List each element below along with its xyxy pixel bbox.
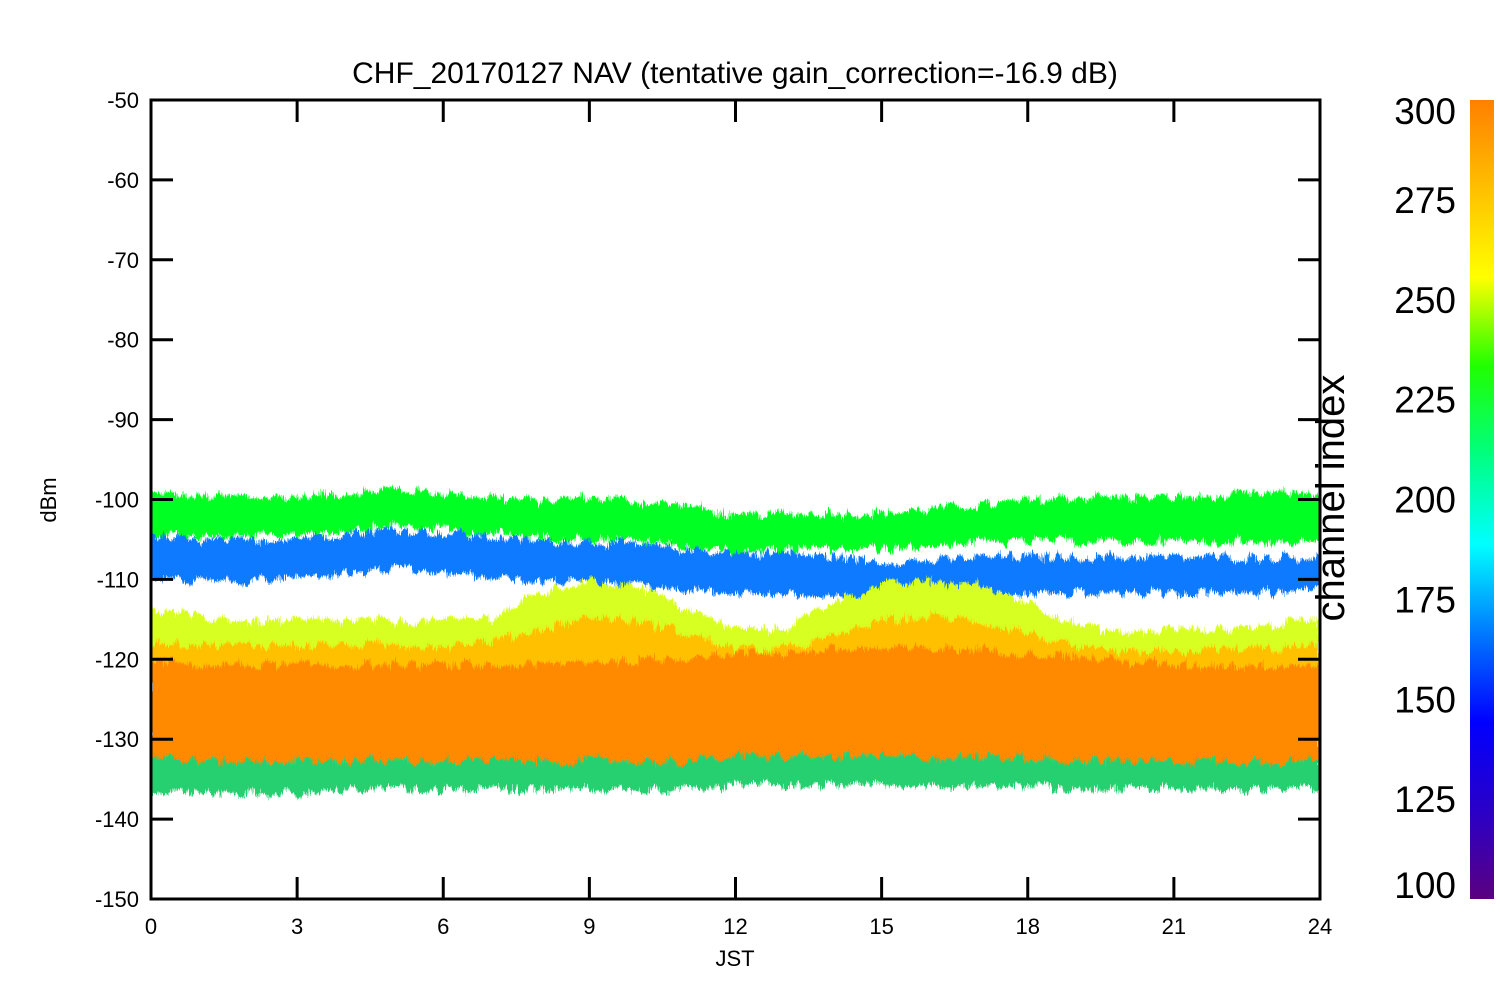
x-tick-label: 9 (583, 914, 595, 939)
x-tick-label: 18 (1016, 914, 1040, 939)
series-band-1 (151, 485, 1320, 558)
plot-area: -50-60-70-80-90-100-110-120-130-140-150 … (95, 88, 1332, 939)
y-tick-label: -80 (107, 328, 139, 353)
series-band-2 (151, 526, 1320, 607)
y-tick-label: -140 (95, 807, 139, 832)
y-tick-label: -90 (107, 408, 139, 433)
colorbar-tick-label: 250 (1394, 280, 1456, 321)
colorbar-ticks: 300 275 250 225 200 175 150 125 100 (1394, 91, 1456, 906)
colorbar-tick-label: 150 (1394, 679, 1456, 720)
y-tick-label: -120 (95, 647, 139, 672)
series-band-6 (151, 751, 1320, 799)
x-tick-label: 6 (437, 914, 449, 939)
x-tick-label: 3 (291, 914, 303, 939)
x-axis-label: JST (715, 946, 754, 971)
series-band-5 (151, 643, 1320, 779)
x-axis-ticks: 0 3 6 9 12 15 18 21 24 (145, 100, 1332, 939)
x-tick-label: 24 (1308, 914, 1332, 939)
colorbar-tick-label: 300 (1394, 91, 1456, 132)
colorbar-tick-label: 200 (1394, 480, 1456, 521)
y-axis-ticks: -50 -60 -70 -80 -90 -100 -110 -120 -130 -140 -150 (95, 88, 1320, 912)
y-tick-label: -70 (107, 248, 139, 273)
colorbar-tick-label: 125 (1394, 779, 1456, 820)
y-tick-label: -50 (107, 88, 139, 113)
chart-title: CHF_20170127 NAV (tentative gain_correct… (352, 57, 1118, 90)
x-tick-label: 12 (723, 914, 747, 939)
data-series-group (151, 485, 1320, 799)
colorbar-tick-label: 275 (1394, 180, 1456, 221)
y-tick-label: -110 (97, 567, 139, 592)
colorbar: 300 275 250 225 200 175 150 125 100 channel inde… (1309, 91, 1494, 906)
colorbar-ramp (1470, 100, 1494, 899)
colorbar-tick-label: 100 (1394, 865, 1456, 906)
x-tick-label: 15 (869, 914, 893, 939)
x-tick-label: 21 (1162, 914, 1186, 939)
colorbar-tick-label: 175 (1394, 579, 1456, 620)
y-tick-label: -150 (95, 887, 139, 912)
colorbar-tick-label: 225 (1394, 380, 1456, 421)
y-tick-label: -130 (95, 727, 139, 752)
colorbar-label: channel index (1309, 375, 1353, 622)
y-tick-label: -100 (95, 488, 139, 513)
y-tick-label: -60 (107, 168, 139, 193)
y-axis-label: dBm (36, 477, 61, 522)
x-tick-label: 0 (145, 914, 157, 939)
